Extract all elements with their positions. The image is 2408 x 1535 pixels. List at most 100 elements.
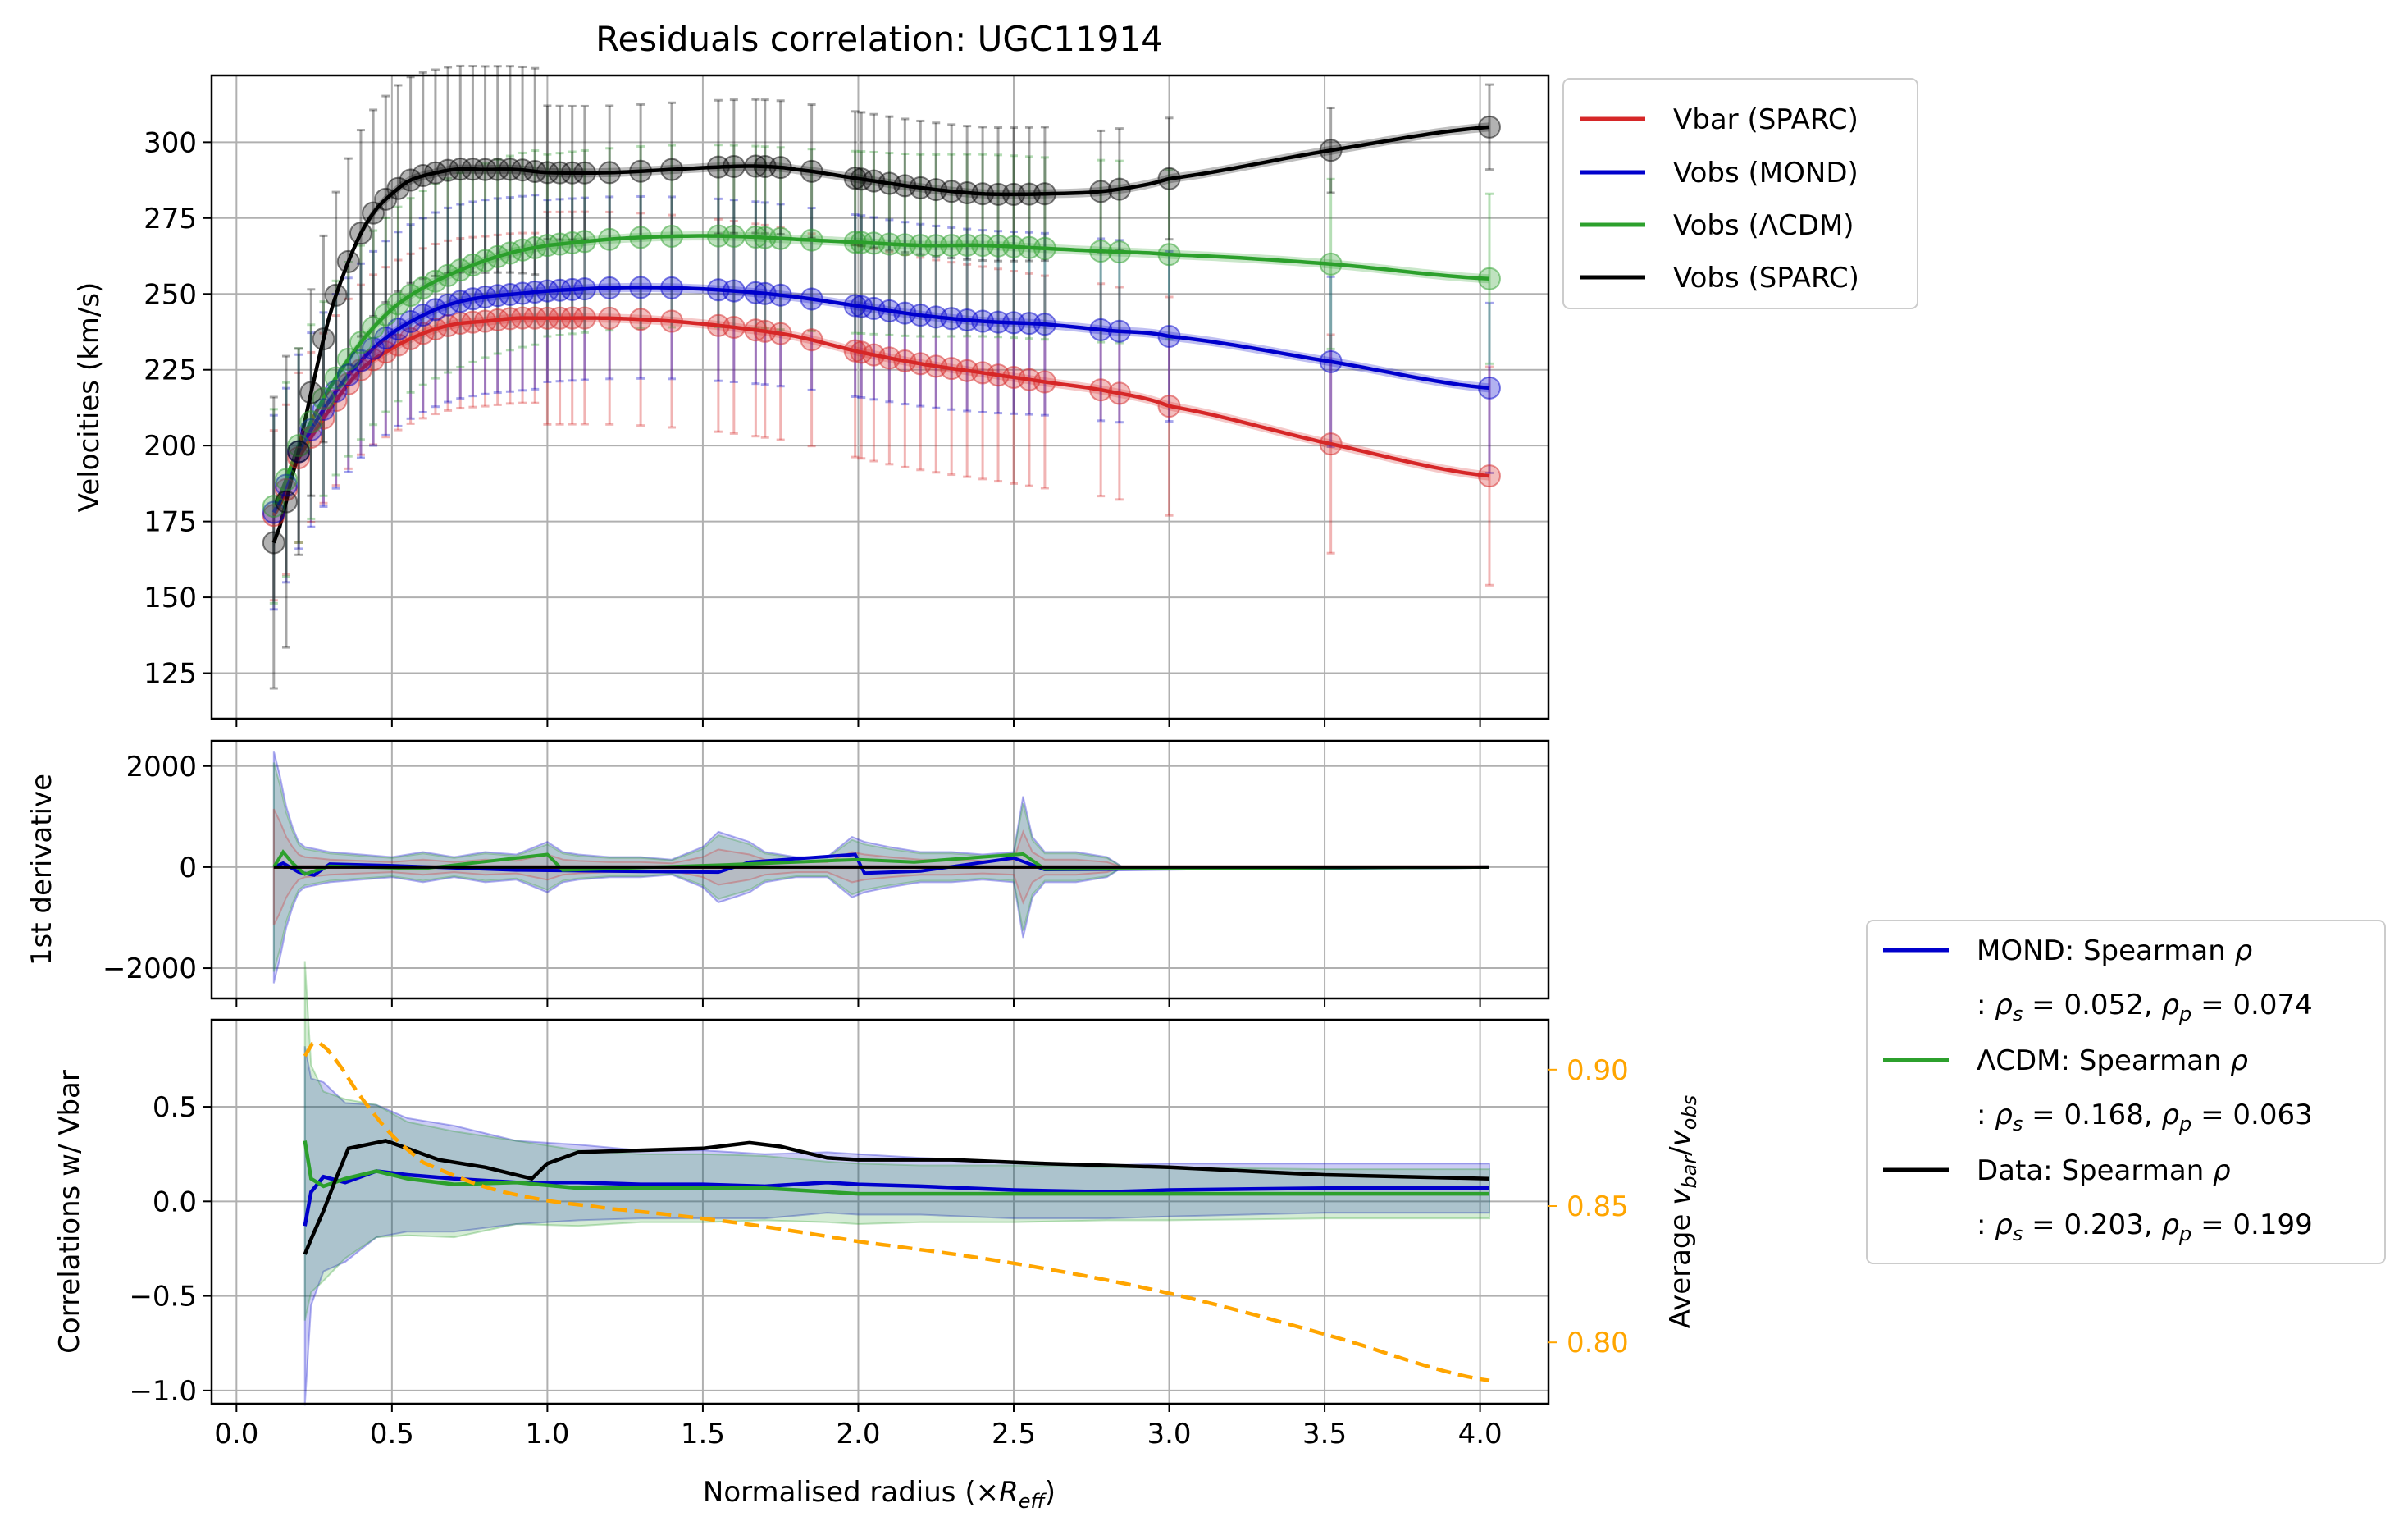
y-tick-label: 200 (144, 430, 197, 463)
derivative-line (272, 849, 1490, 876)
y2-tick-label: 0.80 (1567, 1327, 1629, 1359)
data-point (536, 306, 559, 330)
data-point (386, 176, 410, 200)
x-tick-label: 1.0 (525, 1418, 569, 1450)
data-point (660, 225, 684, 248)
data-point (498, 158, 522, 181)
data-point (336, 347, 360, 371)
correlation-band (303, 961, 1490, 1321)
data-point (1157, 167, 1181, 190)
legend-lcdm-rho-s: 0.168 (2064, 1099, 2143, 1131)
data-point (386, 292, 410, 316)
x-tick-label: 2.0 (836, 1418, 880, 1450)
series-line (271, 286, 1490, 514)
data-point (511, 306, 535, 330)
data-point (598, 306, 622, 330)
data-point (386, 333, 410, 357)
data-point (262, 495, 285, 519)
data-point (722, 315, 746, 339)
data-point (349, 331, 372, 354)
data-point (548, 232, 572, 256)
data-point (843, 294, 867, 318)
data-point (629, 308, 653, 331)
bottom-x-ticks: 0.0 0.5 1.0 1.5 2.0 2.5 3.0 3.5 4.0 (214, 1404, 1503, 1450)
data-point (629, 226, 653, 249)
data-point (548, 161, 572, 185)
data-point (598, 276, 622, 299)
data-point (274, 473, 298, 497)
legend-data-label: Vobs (SPARC) (1673, 262, 1859, 295)
data-point (287, 445, 311, 469)
legend-mond-corr-values: : ρs = 0.052, ρp = 0.074 (1977, 989, 2313, 1026)
data-point (1033, 182, 1056, 206)
data-point (768, 322, 792, 345)
data-point (722, 279, 746, 303)
correlation-line (303, 1139, 1490, 1255)
data-point (1157, 395, 1181, 418)
x-tick-label: 1.5 (681, 1418, 725, 1450)
top-axes-frame (210, 74, 1550, 720)
data-point (324, 283, 348, 307)
data-point (560, 231, 584, 254)
xlabel-text: Normalised radius (× (703, 1476, 999, 1509)
data-point (473, 285, 497, 308)
data-point (287, 434, 311, 458)
data-point (1033, 313, 1056, 336)
y-tick-label: 175 (144, 506, 197, 539)
top-series-lines (271, 125, 1490, 544)
data-point (274, 490, 298, 514)
middle-y-axis-label: 1st derivative (25, 774, 58, 966)
data-point (461, 254, 485, 277)
data-point (660, 309, 684, 333)
legend-mond-label: Vobs (MOND) (1673, 157, 1858, 190)
y-tick-label: 250 (144, 278, 197, 311)
data-point (1157, 325, 1181, 349)
chart-title: Residuals correlation: UGC11914 (595, 19, 1163, 59)
x-tick-label: 0.0 (214, 1418, 258, 1450)
y2label-sub2: obs (1678, 1095, 1701, 1130)
data-point (324, 379, 348, 403)
data-point (349, 222, 372, 245)
series-line (271, 234, 1490, 508)
legend-mond-corr-rho: ρ (2226, 934, 2253, 967)
legend-mond-rho-p: 0.074 (2232, 989, 2312, 1021)
data-point (850, 231, 873, 254)
x-tick-label: 0.5 (370, 1418, 414, 1450)
legend-lcdm-corr-name: ΛCDM: Spearman (1977, 1044, 2222, 1077)
data-point (536, 161, 559, 185)
data-point (598, 161, 622, 185)
correlation-line (303, 1169, 1489, 1227)
data-point (572, 161, 596, 185)
xlabel-close: ) (1045, 1476, 1056, 1509)
data-point (768, 283, 792, 307)
data-point (1477, 376, 1501, 400)
data-point (498, 282, 522, 306)
data-point (800, 328, 823, 352)
bottom-axes-frame (210, 1018, 1550, 1405)
legend-data-rho-s: 0.203 (2064, 1208, 2143, 1241)
series-line (271, 125, 1490, 544)
data-point (511, 158, 535, 182)
data-point (800, 228, 823, 252)
y-tick-label: −1.0 (129, 1375, 197, 1408)
data-point (486, 158, 509, 181)
xlabel-sym: R (999, 1476, 1019, 1509)
data-point (436, 158, 460, 182)
series-line (271, 316, 1490, 517)
legend-data-corr-label: Data: Spearman ρ (1977, 1154, 2231, 1187)
y-tick-label: 300 (144, 126, 197, 159)
correlation-line (303, 1140, 1489, 1196)
x-tick-label: 4.0 (1458, 1418, 1503, 1450)
data-point (486, 284, 509, 308)
data-point (572, 306, 596, 330)
data-point (423, 269, 447, 293)
data-point (560, 306, 584, 330)
bottom-y-ticks: −1.0 −0.5 0.0 0.5 (129, 1091, 212, 1408)
data-point (1107, 240, 1131, 264)
y-tick-label: 0.0 (153, 1186, 197, 1218)
bottom-confidence-bands (303, 961, 1490, 1406)
confidence-band (273, 282, 1489, 518)
top-data-points (262, 115, 1501, 555)
legend-data-corr-name: Data: Spearman (1977, 1154, 2204, 1187)
